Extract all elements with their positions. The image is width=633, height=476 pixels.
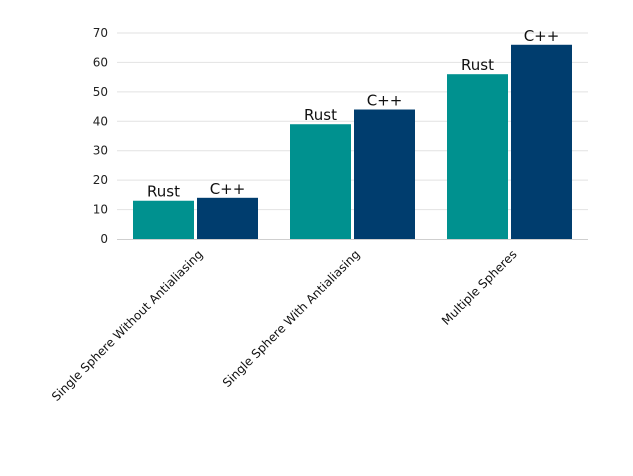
data-label: C++	[367, 92, 403, 110]
bar-data-labels: Rust C++ Rust C++ Rust C++	[147, 27, 559, 201]
x-axis-tick-labels: Single Sphere Without Antialiasing Single…	[49, 247, 520, 404]
gridlines	[117, 32, 588, 211]
data-label: C++	[524, 27, 560, 45]
x-tick-label: Multiple Spheres	[439, 247, 520, 328]
data-label: Rust	[461, 56, 494, 74]
x-tick-label: Single Sphere Without Antialiasing	[49, 247, 206, 404]
y-tick-label: 60	[93, 55, 108, 69]
bar-cp-2	[354, 109, 415, 239]
y-axis-tick-labels: 0 10 20 30 40 50 60 70	[93, 26, 108, 246]
bar-rust-1	[133, 200, 194, 239]
bar-cp-1	[197, 197, 258, 239]
data-label: Rust	[304, 106, 337, 124]
y-tick-label: 70	[93, 26, 108, 40]
bar-cp-3	[511, 44, 572, 240]
y-tick-label: 20	[93, 173, 108, 187]
y-tick-label: 0	[100, 232, 108, 246]
y-tick-label: 50	[93, 85, 108, 99]
bar-rust-2	[290, 124, 351, 239]
data-label: C++	[210, 180, 246, 198]
y-tick-label: 40	[93, 114, 108, 128]
bars	[133, 44, 572, 240]
y-tick-label: 10	[93, 203, 108, 217]
bar-rust-3	[447, 74, 508, 239]
y-tick-label: 30	[93, 144, 108, 158]
x-tick-label: Single Sphere With Antialiasing	[220, 247, 363, 390]
data-label: Rust	[147, 183, 180, 201]
